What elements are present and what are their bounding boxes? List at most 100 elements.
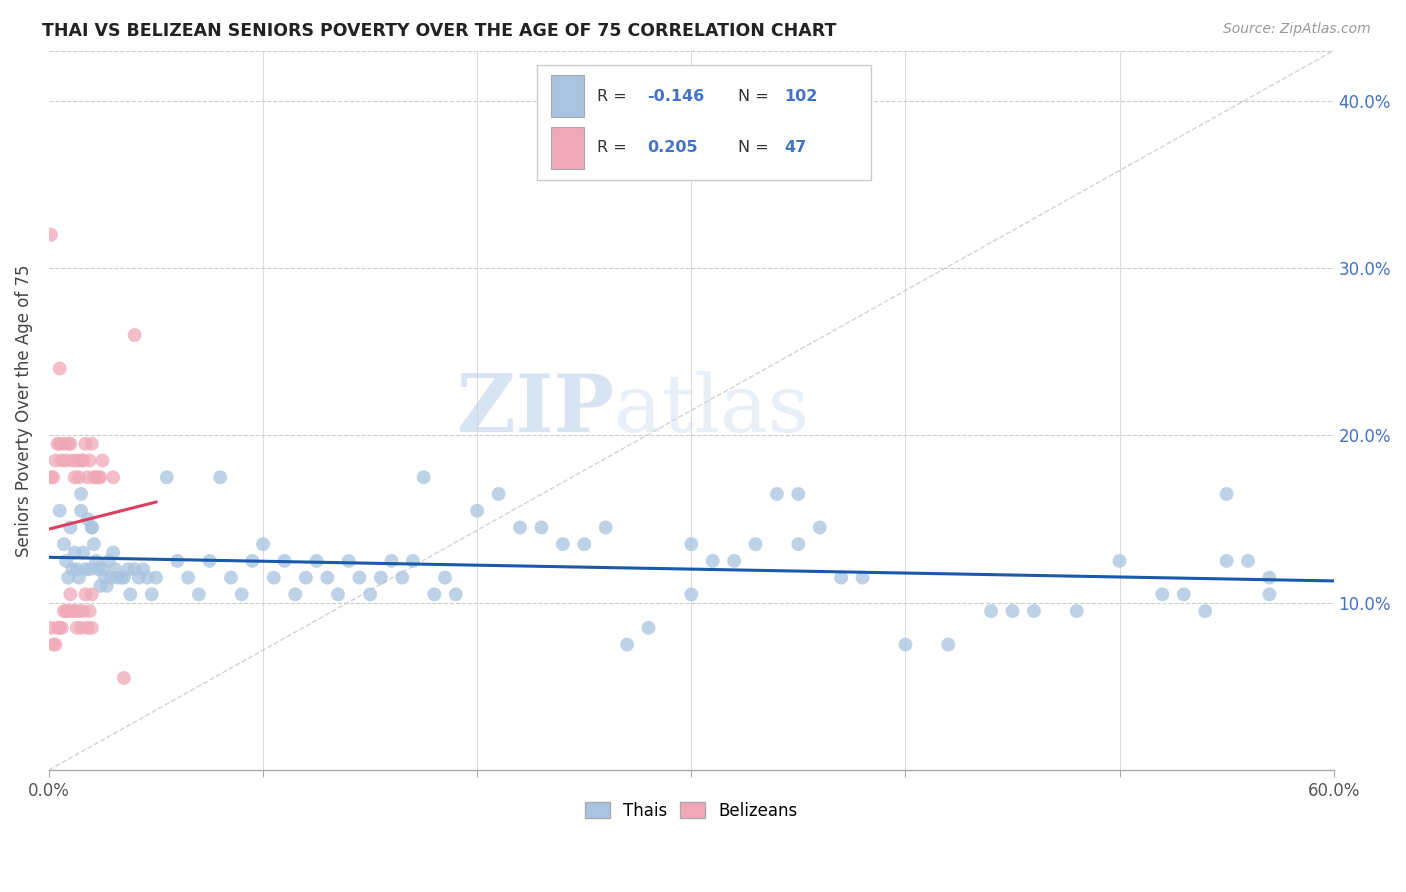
Point <box>84 554 107 568</box>
Point <box>219 571 242 585</box>
Point <box>67 604 90 618</box>
Point <box>1237 554 1260 568</box>
Point <box>39 470 62 484</box>
Point <box>72 545 94 559</box>
Point <box>273 554 295 568</box>
Point <box>681 587 703 601</box>
Point <box>177 571 200 585</box>
Point <box>75 562 97 576</box>
Point <box>52 537 75 551</box>
Point <box>1152 587 1174 601</box>
Point <box>1258 587 1281 601</box>
Point <box>391 571 413 585</box>
Point <box>156 470 179 484</box>
Point <box>80 437 103 451</box>
Point <box>412 470 434 484</box>
Point <box>72 453 94 467</box>
Point <box>465 504 488 518</box>
Point <box>66 621 89 635</box>
Point <box>58 437 80 451</box>
Point <box>808 520 831 534</box>
Point <box>852 571 875 585</box>
Point <box>723 554 745 568</box>
Point <box>76 621 98 635</box>
Point <box>76 470 98 484</box>
Point <box>444 587 467 601</box>
Point <box>51 453 73 467</box>
Point <box>76 512 98 526</box>
Point <box>434 571 457 585</box>
Point <box>87 470 110 484</box>
Point <box>681 537 703 551</box>
Point <box>46 621 69 635</box>
Point <box>63 545 86 559</box>
Legend: Thais, Belizeans: Thais, Belizeans <box>578 795 804 826</box>
Point <box>104 562 127 576</box>
Point <box>52 437 75 451</box>
Point <box>48 621 70 635</box>
Point <box>44 453 66 467</box>
Point <box>112 571 135 585</box>
Point <box>87 562 110 576</box>
Point <box>67 571 90 585</box>
Point <box>1258 571 1281 585</box>
Point <box>242 554 264 568</box>
Point <box>128 571 150 585</box>
Point <box>103 470 125 484</box>
Point <box>66 562 89 576</box>
Point <box>80 520 103 534</box>
Point <box>93 571 115 585</box>
Point <box>80 520 103 534</box>
Point <box>48 361 70 376</box>
Point <box>91 562 114 576</box>
Point <box>1215 554 1237 568</box>
Point <box>637 621 659 635</box>
Point <box>936 638 959 652</box>
Point <box>124 562 146 576</box>
Point <box>58 571 80 585</box>
Point <box>48 504 70 518</box>
Point <box>96 579 118 593</box>
Point <box>402 554 425 568</box>
Point <box>370 571 392 585</box>
Point <box>89 470 111 484</box>
Point <box>72 604 94 618</box>
Point <box>79 562 101 576</box>
Point <box>488 487 510 501</box>
Text: THAI VS BELIZEAN SENIORS POVERTY OVER THE AGE OF 75 CORRELATION CHART: THAI VS BELIZEAN SENIORS POVERTY OVER TH… <box>42 22 837 40</box>
Point <box>100 571 122 585</box>
Point <box>252 537 274 551</box>
Point <box>530 520 553 534</box>
Point <box>80 587 103 601</box>
Point <box>1066 604 1088 618</box>
Text: Source: ZipAtlas.com: Source: ZipAtlas.com <box>1223 22 1371 37</box>
Text: ZIP: ZIP <box>457 371 614 450</box>
Point <box>359 587 381 601</box>
Point <box>551 537 574 551</box>
Point <box>132 562 155 576</box>
Point <box>103 545 125 559</box>
Point <box>66 453 89 467</box>
Point <box>136 571 159 585</box>
Point <box>1173 587 1195 601</box>
Point <box>326 587 349 601</box>
Point <box>83 537 105 551</box>
Point <box>80 621 103 635</box>
Point <box>894 638 917 652</box>
Point <box>52 604 75 618</box>
Point <box>702 554 724 568</box>
Point <box>166 554 188 568</box>
Point <box>1022 604 1045 618</box>
Point <box>55 604 77 618</box>
Point <box>284 587 307 601</box>
Point <box>42 470 65 484</box>
Point <box>616 638 638 652</box>
Point <box>70 504 93 518</box>
Point <box>120 587 142 601</box>
Point <box>295 571 318 585</box>
Point <box>145 571 167 585</box>
Point <box>787 487 810 501</box>
Point <box>84 470 107 484</box>
Point <box>44 638 66 652</box>
Point <box>83 470 105 484</box>
